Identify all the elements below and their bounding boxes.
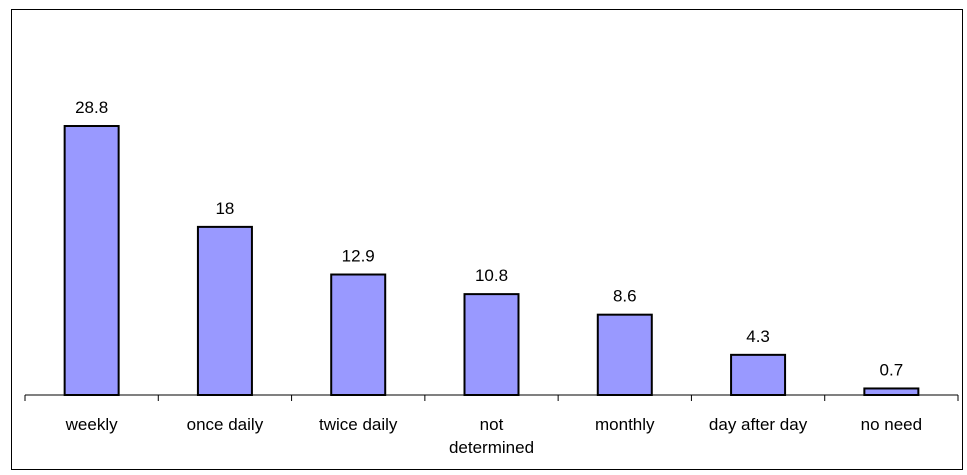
- bar-not-determined: [463, 293, 520, 396]
- x-tick-label: twice daily: [319, 415, 398, 434]
- x-tick-label: weekly: [65, 415, 118, 434]
- x-axis-ticks: [24, 395, 959, 401]
- bars-group: [63, 125, 920, 397]
- bar-no-need: [863, 387, 920, 397]
- data-label: 10.8: [475, 266, 508, 285]
- data-label: 12.9: [342, 247, 375, 266]
- x-tick-label: not determined: [449, 415, 534, 457]
- x-tick-label: monthly: [595, 415, 655, 434]
- x-tick-labels: weekly once daily twice daily not determined…: [65, 415, 922, 457]
- data-label: 8.6: [613, 287, 637, 306]
- bar-day-after-day: [730, 353, 787, 397]
- x-tick-label: day after day: [709, 415, 808, 434]
- x-tick-label: once daily: [187, 415, 264, 434]
- data-label: 0.7: [880, 360, 904, 379]
- data-label: 28.8: [75, 98, 108, 117]
- data-label: 4.3: [746, 327, 770, 346]
- bar-monthly: [596, 313, 653, 396]
- data-labels-group: 28.8 18 12.9 10.8 8.6 4.3 0.7: [75, 98, 903, 379]
- bar-weekly: [63, 125, 120, 397]
- data-label: 18: [215, 199, 234, 218]
- bar-twice-daily: [330, 273, 387, 397]
- x-tick-label: no need: [861, 415, 922, 434]
- bar-once-daily: [196, 225, 253, 396]
